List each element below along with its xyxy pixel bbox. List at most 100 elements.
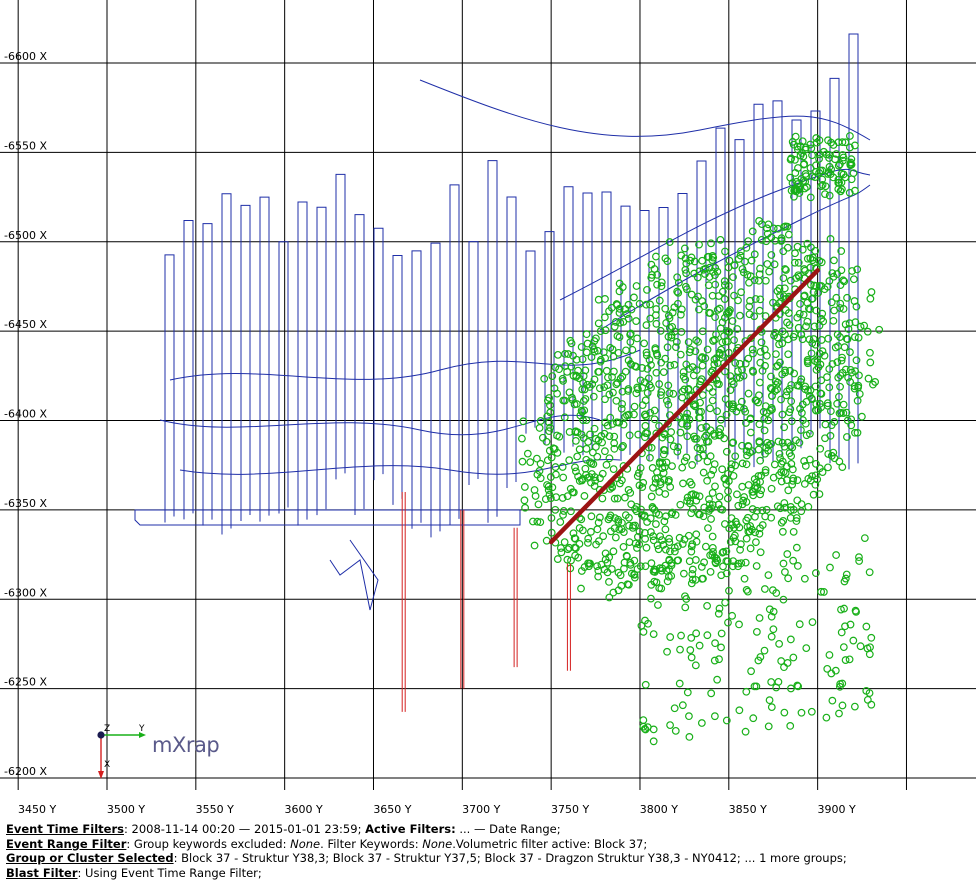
event-marker	[678, 463, 687, 472]
event-marker	[824, 170, 832, 178]
event-marker	[533, 517, 542, 526]
event-marker	[687, 547, 696, 556]
group-selected-label[interactable]: Group or Cluster Selected	[6, 851, 174, 866]
event-marker	[708, 256, 717, 264]
event-marker	[626, 560, 635, 569]
time-filters-label[interactable]: Event Time Filters	[6, 822, 124, 836]
gizmo-z-dot	[97, 731, 105, 739]
event-marker	[648, 503, 657, 511]
event-marker	[796, 142, 805, 151]
event-marker	[708, 501, 717, 509]
event-marker	[570, 543, 579, 552]
event-marker	[806, 280, 815, 289]
event-marker	[800, 265, 809, 273]
event-marker	[542, 536, 551, 545]
event-marker	[559, 396, 568, 405]
event-marker	[663, 577, 672, 586]
event-marker	[842, 570, 851, 579]
event-marker	[793, 496, 802, 505]
event-marker	[698, 256, 707, 265]
event-marker	[580, 492, 589, 500]
event-marker	[699, 444, 707, 453]
tunnel-segment	[183, 220, 194, 520]
event-marker	[606, 484, 614, 493]
event-marker	[595, 513, 604, 522]
tunnel-segment	[772, 100, 783, 463]
x-tick-label: 3750 Y	[551, 803, 589, 816]
event-marker	[710, 656, 719, 665]
event-marker	[775, 639, 784, 648]
event-marker	[794, 682, 803, 691]
event-marker	[797, 375, 806, 384]
event-marker	[783, 550, 792, 558]
event-marker	[675, 679, 684, 688]
event-marker	[593, 562, 601, 571]
gizmo-x-arrowhead	[98, 771, 104, 779]
event-marker	[773, 287, 782, 295]
event-marker	[550, 445, 559, 453]
event-marker	[789, 527, 798, 536]
event-marker	[652, 252, 660, 261]
event-marker	[569, 488, 578, 497]
event-marker	[665, 538, 674, 547]
event-marker	[850, 297, 859, 305]
event-marker	[547, 528, 556, 537]
plot-canvas[interactable]: -6600 X -6550 X -6500 X -6450 X -6400 X -6350…	[0, 0, 976, 820]
event-marker	[835, 709, 843, 718]
event-marker	[589, 345, 598, 354]
event-marker	[798, 137, 807, 146]
event-marker	[534, 500, 543, 509]
event-marker	[779, 247, 788, 256]
mxrap-logo: mXrap	[152, 733, 219, 757]
tunnel-segment	[164, 254, 175, 523]
event-marker	[778, 410, 787, 419]
event-marker	[601, 395, 609, 404]
event-marker	[783, 243, 792, 252]
event-marker	[677, 631, 685, 640]
event-marker	[709, 430, 718, 438]
event-marker	[648, 271, 656, 279]
event-marker	[745, 278, 753, 287]
event-marker	[571, 463, 579, 472]
event-marker	[586, 430, 594, 439]
event-marker	[686, 646, 695, 654]
event-marker	[845, 655, 854, 664]
event-marker	[797, 426, 805, 435]
x-tick-label: 3900 Y	[817, 803, 855, 816]
section-line[interactable]	[548, 268, 820, 545]
event-marker	[529, 517, 537, 526]
event-marker	[636, 464, 645, 472]
event-marker	[655, 510, 663, 519]
event-marker	[851, 141, 859, 150]
event-marker	[803, 239, 812, 248]
event-marker	[823, 399, 832, 408]
tunnel-segment	[179, 458, 621, 475]
event-marker	[621, 412, 630, 421]
event-marker	[679, 372, 688, 381]
event-marker	[626, 330, 635, 339]
gizmo-y-arrowhead	[139, 732, 146, 738]
range-filter-label[interactable]: Event Range Filter	[6, 836, 127, 851]
event-marker	[572, 400, 581, 408]
event-marker	[767, 703, 776, 712]
gizmo-z-label: Z	[104, 724, 110, 734]
event-marker	[606, 413, 615, 422]
event-marker	[720, 281, 729, 289]
blast-filter-label[interactable]: Blast Filter	[6, 865, 78, 880]
event-marker	[670, 543, 679, 552]
event-marker	[704, 524, 712, 533]
event-marker	[782, 391, 791, 400]
event-marker	[800, 480, 809, 488]
event-marker	[660, 430, 669, 439]
event-marker	[713, 407, 722, 416]
event-marker	[707, 239, 715, 248]
event-marker	[626, 338, 635, 346]
event-marker	[799, 160, 808, 169]
event-marker	[642, 300, 651, 309]
event-marker	[656, 326, 665, 335]
event-marker	[618, 372, 627, 381]
event-marker	[641, 429, 650, 438]
event-marker	[790, 192, 798, 201]
event-marker	[713, 675, 722, 684]
time-filters-value: : 2008-11-14 00:20 — 2015-01-01 23:59;	[123, 822, 366, 836]
